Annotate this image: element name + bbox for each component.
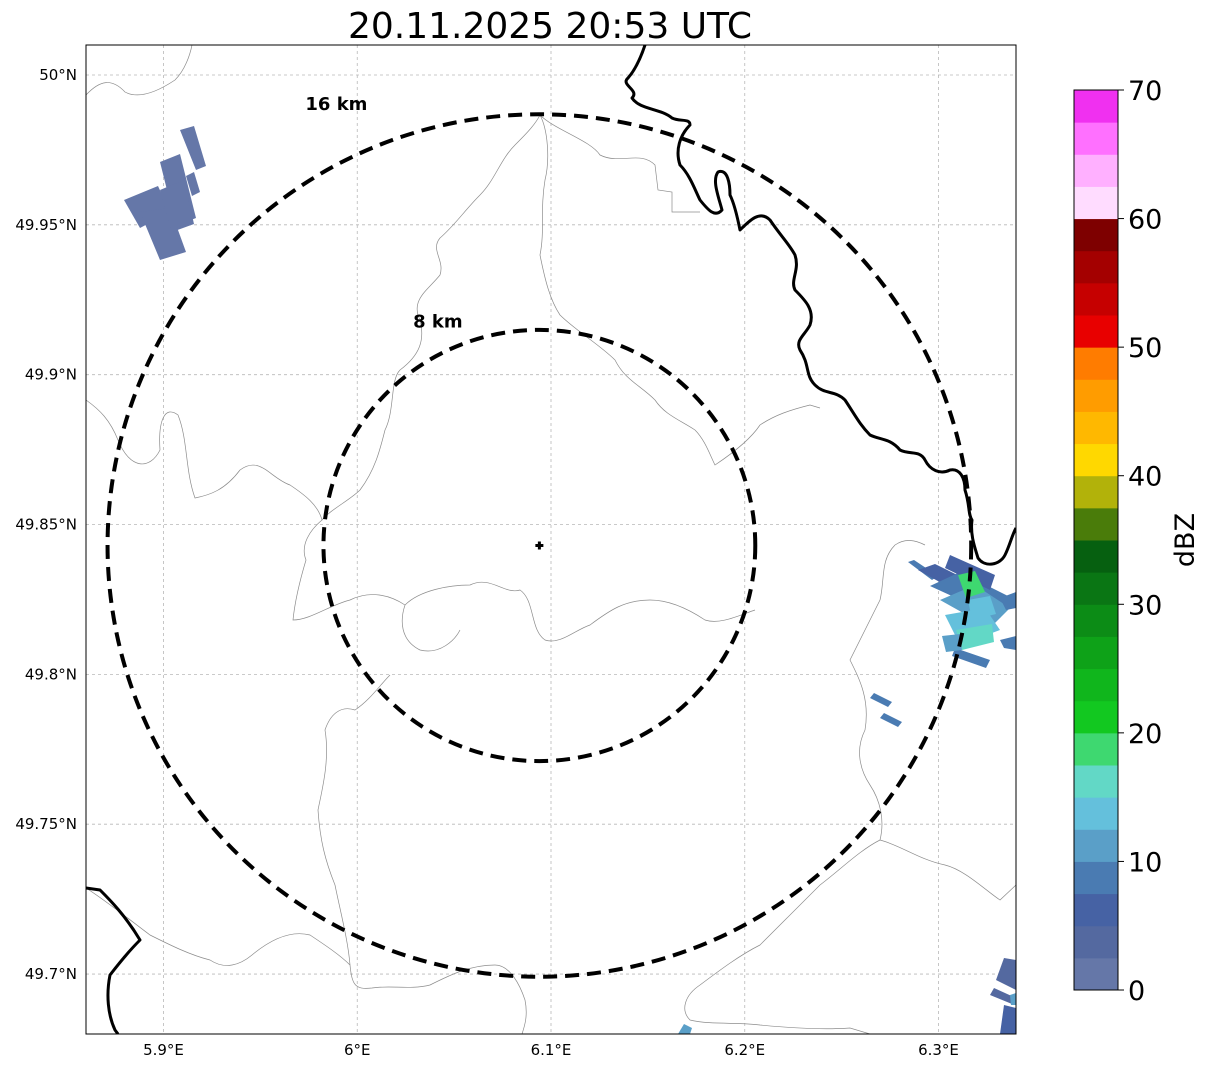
lat-tick-label: 49.85°N — [15, 516, 77, 534]
echo-east-small — [870, 693, 902, 727]
colorbar-bin — [1074, 475, 1118, 509]
axis-ticks: 5.9°E 6°E 6.1°E 6.2°E 6.3°E 49.7°N 49.75°N 49.8… — [15, 66, 959, 1059]
lat-tick-label: 49.9°N — [25, 366, 77, 384]
colorbar-tick-label: 70 — [1128, 76, 1162, 107]
colorbar-bin — [1074, 315, 1118, 348]
colorbar-bin — [1074, 636, 1118, 670]
graticule — [86, 45, 1016, 1034]
range-ring-8km — [321, 327, 758, 764]
colorbar-bin — [1074, 540, 1118, 573]
colorbar-tick-label: 40 — [1128, 462, 1162, 493]
colorbar-frame — [1073, 89, 1119, 991]
colorbar-bin — [1074, 765, 1118, 798]
lat-tick-label: 49.8°N — [25, 665, 77, 683]
lat-tick-label: 49.95°N — [15, 216, 77, 234]
colorbar-tick-label: 30 — [1128, 590, 1162, 621]
national-border — [86, 45, 1016, 1034]
radar-site-marker — [535, 541, 544, 550]
colorbar-bin — [1074, 411, 1118, 445]
figure-title: 20.11.2025 20:53 UTC — [348, 6, 752, 47]
range-rings: 8 km 16 km — [105, 94, 974, 979]
range-ring-label: 16 km — [305, 94, 367, 115]
colorbar-bin — [1074, 604, 1118, 637]
lon-tick-label: 5.9°E — [143, 1041, 184, 1059]
lat-tick-label: 49.7°N — [25, 965, 77, 983]
colorbar-bin — [1074, 925, 1118, 959]
colorbar-bin — [1074, 700, 1118, 734]
colorbar: 0 10 20 30 40 50 60 70 dBZ — [1073, 76, 1201, 1007]
lat-tick-label: 50°N — [39, 66, 77, 84]
lon-tick-label: 6.1°E — [531, 1041, 572, 1059]
colorbar-bin — [1074, 347, 1118, 380]
colorbar-bin — [1074, 154, 1118, 187]
colorbar-bin — [1074, 186, 1118, 220]
colorbar-bin — [1074, 218, 1118, 252]
colorbar-bin — [1074, 797, 1118, 830]
lon-tick-label: 6°E — [344, 1041, 371, 1059]
echo-south-east — [678, 958, 1016, 1034]
colorbar-bin — [1074, 122, 1118, 155]
colorbar-bin — [1074, 893, 1118, 927]
lon-tick-label: 6.3°E — [918, 1041, 959, 1059]
colorbar-tick-label: 0 — [1128, 976, 1145, 1007]
colorbar-label: dBZ — [1170, 513, 1201, 567]
colorbar-bin — [1074, 250, 1118, 284]
colorbar-tick-label: 60 — [1128, 205, 1162, 236]
colorbar-tick-label: 20 — [1128, 719, 1162, 750]
colorbar-bin — [1074, 443, 1118, 477]
colorbar-bin — [1074, 957, 1118, 991]
colorbar-bin — [1074, 668, 1118, 702]
colorbar-bin — [1074, 507, 1118, 541]
echo-east — [908, 555, 1016, 668]
map-area: 8 km 16 km — [86, 45, 1016, 1034]
colorbar-bin — [1074, 90, 1118, 123]
colorbar-tick-label: 10 — [1128, 847, 1162, 878]
colorbar-bin — [1074, 861, 1118, 895]
colorbar-bin — [1074, 732, 1118, 766]
map-frame — [85, 44, 1017, 1035]
lat-tick-label: 49.75°N — [15, 815, 77, 833]
colorbar-bin — [1074, 379, 1118, 412]
range-ring-16km — [105, 112, 974, 979]
colorbar-bin — [1074, 829, 1118, 862]
echo-north-west — [124, 126, 206, 260]
lon-tick-label: 6.2°E — [724, 1041, 765, 1059]
colorbar-tick-label: 50 — [1128, 333, 1162, 364]
colorbar-bin — [1074, 572, 1118, 605]
colorbar-bin — [1074, 282, 1118, 316]
radar-echoes — [124, 126, 1016, 1034]
admin-borders — [86, 45, 1016, 1034]
range-ring-label: 8 km — [413, 312, 463, 333]
